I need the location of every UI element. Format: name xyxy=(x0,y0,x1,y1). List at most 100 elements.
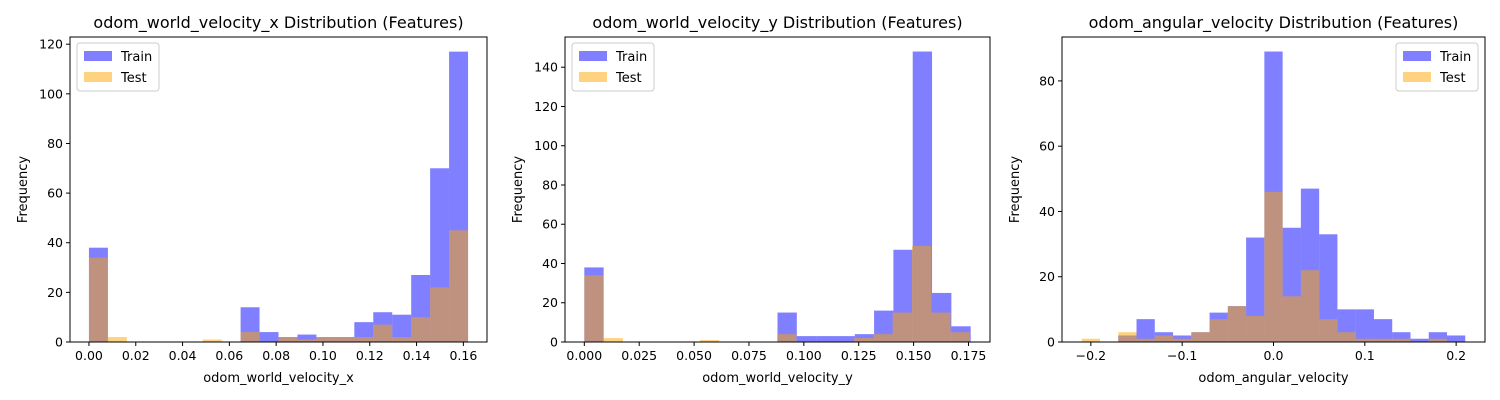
histogram-bar xyxy=(873,334,893,342)
histogram-bar xyxy=(911,245,932,342)
y-tick-label: 60 xyxy=(1039,139,1055,154)
y-tick-label: 140 xyxy=(534,60,558,75)
histogram-bar xyxy=(1373,338,1393,342)
histogram-bar xyxy=(835,336,855,342)
x-tick-label: 0.1 xyxy=(1355,348,1375,363)
histogram-bar xyxy=(297,334,317,342)
y-tick-label: 60 xyxy=(542,217,558,232)
y-tick-label: 120 xyxy=(534,99,558,114)
histogram-bar xyxy=(88,257,108,342)
legend: Train Test xyxy=(1395,42,1479,92)
histogram-bar xyxy=(584,275,604,342)
x-axis-label: odom_world_velocity_y xyxy=(702,371,853,386)
histogram-bar xyxy=(1136,338,1155,342)
legend-swatch xyxy=(579,51,607,61)
y-tick-label: 40 xyxy=(47,235,63,250)
legend-swatch xyxy=(1403,72,1431,82)
histogram-bar xyxy=(796,336,817,342)
histogram-bar xyxy=(1191,332,1210,342)
legend-swatch xyxy=(84,51,112,61)
histogram-bar xyxy=(297,339,317,342)
legend-label: Test xyxy=(615,71,642,86)
legend-label: Train xyxy=(615,50,647,65)
x-tick-label: −0.1 xyxy=(1167,348,1197,363)
histogram-bar xyxy=(777,334,797,342)
y-tick-label: 80 xyxy=(1039,73,1055,88)
histogram-bar xyxy=(278,337,298,342)
x-tick-label: 0.025 xyxy=(621,348,657,363)
legend: Train Test xyxy=(76,42,160,92)
histogram-bar xyxy=(1392,338,1411,342)
y-tick-label: 0 xyxy=(550,335,558,350)
histogram-bar xyxy=(699,340,720,342)
legend-label: Train xyxy=(120,50,152,65)
x-tick-label: 0.000 xyxy=(566,348,602,363)
series-test xyxy=(88,230,469,342)
histogram-bar xyxy=(950,332,970,342)
histogram-bar xyxy=(1428,332,1448,342)
legend-swatch xyxy=(1403,51,1431,61)
y-tick-label: 20 xyxy=(542,295,558,310)
x-tick-label: 0.075 xyxy=(731,348,767,363)
x-tick-label: 0.14 xyxy=(403,348,431,363)
histogram-bar xyxy=(1173,338,1192,342)
plot-frame xyxy=(69,36,488,343)
series-test xyxy=(1081,191,1448,342)
histogram-bar xyxy=(335,337,355,342)
legend-swatch xyxy=(579,72,607,82)
y-tick-label: 0 xyxy=(1047,335,1055,350)
histogram-bar xyxy=(1246,315,1265,342)
histogram-bar xyxy=(1282,296,1301,342)
x-tick-label: 0.125 xyxy=(841,348,877,363)
histogram-bar xyxy=(449,230,469,342)
histogram-bar xyxy=(411,317,431,342)
histogram-bar xyxy=(854,338,874,342)
x-tick-label: 0.050 xyxy=(676,348,712,363)
histogram-bar xyxy=(1337,332,1356,342)
chart-title: odom_angular_velocity Distribution (Feat… xyxy=(1089,13,1459,33)
chart-panel-3: −0.2 −0.1 0.0 0.1 0.2 0 20 40 60 80 odom_angular_v… xyxy=(1008,13,1486,386)
series-test xyxy=(584,245,970,342)
y-tick-label: 40 xyxy=(1039,204,1055,219)
y-tick-label: 20 xyxy=(1039,269,1055,284)
histogram-bar xyxy=(354,337,374,342)
plot-frame xyxy=(564,36,991,343)
x-tick-label: 0.06 xyxy=(215,348,243,363)
histogram-bar xyxy=(1428,338,1448,342)
x-tick-label: 0.04 xyxy=(169,348,197,363)
legend-label: Train xyxy=(1439,50,1471,65)
x-tick-label: 0.10 xyxy=(309,348,337,363)
histogram-bar xyxy=(1319,319,1338,342)
histogram-bar xyxy=(1392,332,1411,342)
x-tick-label: 0.00 xyxy=(75,348,103,363)
histogram-bar xyxy=(1173,335,1192,342)
x-tick-label: 0.100 xyxy=(786,348,822,363)
chart-panel-2: 0.000 0.025 0.050 0.075 0.100 0.125 0.150 0.175… xyxy=(511,13,991,386)
legend-label: Test xyxy=(120,71,147,86)
x-tick-label: 0.02 xyxy=(122,348,150,363)
y-tick-label: 60 xyxy=(47,186,63,201)
histogram-bar xyxy=(931,312,951,342)
histogram-bar xyxy=(1410,338,1429,342)
x-tick-label: 0.08 xyxy=(262,348,290,363)
histogram-bar xyxy=(240,332,260,342)
histogram-bar xyxy=(392,314,412,342)
histogram-bar xyxy=(816,336,836,342)
y-tick-label: 100 xyxy=(39,86,63,101)
histogram-bar xyxy=(107,337,127,342)
histogram-bar xyxy=(1081,338,1100,342)
x-tick-label: 0.2 xyxy=(1446,348,1466,363)
histogram-bar xyxy=(316,337,336,342)
y-axis-label: Frequency xyxy=(16,156,31,223)
histogram-bar xyxy=(373,324,393,342)
histogram-bar xyxy=(892,312,912,342)
y-tick-label: 80 xyxy=(542,177,558,192)
histogram-bar xyxy=(1136,319,1155,342)
histogram-bar xyxy=(1209,319,1228,342)
x-axis-label: odom_world_velocity_x xyxy=(203,371,354,386)
y-axis-label: Frequency xyxy=(1008,156,1023,223)
chart-panel-1: 0.00 0.02 0.04 0.06 0.08 0.10 0.12 0.14 0.16 0 20 4… xyxy=(16,13,488,386)
y-tick-label: 40 xyxy=(542,256,558,271)
histogram-bar xyxy=(1118,332,1137,342)
